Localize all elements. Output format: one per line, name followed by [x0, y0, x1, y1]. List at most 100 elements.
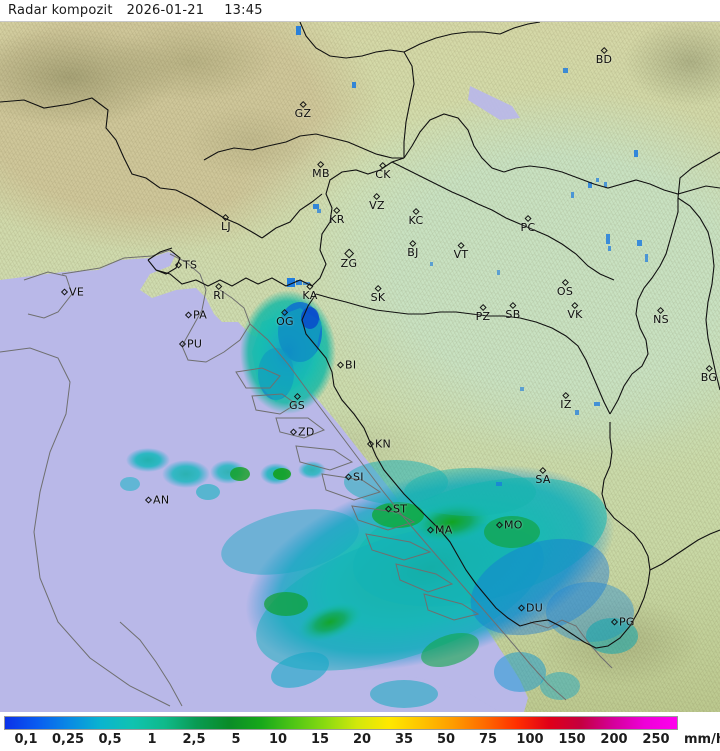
city-marker-bj[interactable]: BJ [407, 239, 418, 258]
city-label: PZ [475, 310, 491, 323]
legend-tick: 250 [642, 732, 670, 747]
city-marker-vz[interactable]: VZ [369, 192, 385, 211]
city-marker-og[interactable]: OG [276, 308, 294, 327]
city-marker-si[interactable]: SI [344, 472, 364, 483]
city-label: NS [653, 313, 669, 326]
city-marker-ve[interactable]: VE [60, 287, 84, 298]
city-marker-pa[interactable]: PA [184, 308, 208, 322]
diamond-icon [412, 207, 420, 216]
diamond-icon [281, 308, 289, 317]
legend-tick: 2,5 [182, 732, 206, 747]
city-marker-sa[interactable]: SA [535, 466, 551, 486]
city-label: KN [375, 437, 392, 451]
city-label: MO [504, 518, 523, 532]
city-marker-vk[interactable]: VK [567, 301, 583, 321]
legend-tick: 20 [352, 732, 372, 747]
city-marker-mb[interactable]: MB [312, 160, 330, 180]
legend-tick: 1 [147, 732, 157, 747]
city-marker-ka[interactable]: KA [302, 282, 318, 302]
city-marker-sb[interactable]: SB [505, 301, 520, 320]
city-marker-ma[interactable]: MA [426, 525, 453, 536]
diamond-icon [178, 340, 187, 348]
city-marker-ri[interactable]: RI [213, 282, 225, 301]
diamond-icon [571, 301, 579, 310]
city-marker-an[interactable]: AN [144, 493, 170, 507]
city-label: ST [393, 502, 408, 516]
legend-tick: 5 [231, 732, 241, 747]
city-marker-lj[interactable]: LJ [221, 213, 231, 233]
diamond-icon [517, 604, 526, 612]
city-label: OS [556, 285, 574, 298]
city-label: KA [302, 289, 318, 302]
precipitation-legend: 0,1 0,25 0,5 1 2,5 5 10 15 20 35 50 75 100 150 200 250 … [0, 712, 720, 751]
product-title: Radar kompozit [8, 3, 113, 18]
city-label: TS [183, 258, 198, 272]
legend-tick: 100 [516, 732, 544, 747]
legend-colorbar [4, 716, 678, 730]
city-label: BI [345, 358, 357, 372]
diamond-icon [293, 392, 301, 401]
city-marker-kr[interactable]: KR [329, 206, 344, 225]
legend-tick: 75 [478, 732, 498, 747]
city-label: ZD [298, 425, 315, 439]
diamond-icon [144, 496, 153, 504]
city-marker-bi[interactable]: BI [336, 358, 357, 372]
city-marker-gs[interactable]: GS [289, 392, 305, 411]
city-label: PA [193, 308, 208, 322]
diamond-icon [379, 161, 387, 170]
legend-tick: 10 [268, 732, 288, 747]
city-label: GZ [294, 107, 312, 120]
city-label: DU [526, 601, 544, 615]
city-marker-bg[interactable]: BG [700, 364, 718, 384]
city-marker-vt[interactable]: VT [453, 241, 469, 261]
city-marker-ts[interactable]: TS [174, 258, 198, 272]
radar-map-canvas[interactable]: BD GZ MB CK VZ LJ KR KC PC ZG BJ VT TS KA RI OS SK VE PA OG… [0, 22, 720, 712]
city-marker-pz[interactable]: PZ [475, 303, 491, 323]
city-label: VK [567, 308, 583, 321]
city-marker-zg[interactable]: ZG [340, 248, 358, 270]
legend-tick: 35 [394, 732, 414, 747]
city-marker-pu[interactable]: PU [178, 339, 202, 350]
echo-offshore-patches [120, 448, 580, 708]
city-marker-iz[interactable]: IZ [560, 391, 571, 410]
city-label: ZG [340, 257, 358, 270]
city-marker-ck[interactable]: CK [375, 161, 391, 180]
legend-tick: 150 [558, 732, 586, 747]
city-label: MB [312, 167, 330, 180]
legend-tick: 0,5 [98, 732, 122, 747]
title-bar: Radar kompozit 2026-01-21 13:45 [0, 0, 720, 22]
diamond-icon [289, 428, 298, 436]
legend-tick: 0,1 [14, 732, 38, 747]
echo-dalmatia-band [221, 460, 638, 671]
diamond-icon [373, 192, 381, 201]
city-marker-mo[interactable]: MO [495, 518, 523, 532]
boundaries-layer [0, 22, 720, 712]
city-marker-kc[interactable]: KC [408, 207, 424, 227]
city-label: VT [453, 248, 469, 261]
diamond-icon [366, 440, 375, 448]
city-marker-ns[interactable]: NS [653, 306, 669, 326]
diamond-icon [60, 288, 69, 296]
city-label: BG [700, 371, 718, 384]
city-marker-kn[interactable]: KN [366, 437, 392, 451]
city-marker-bd[interactable]: BD [596, 46, 613, 65]
city-marker-os[interactable]: OS [556, 278, 574, 298]
city-label: LJ [221, 220, 231, 233]
city-marker-st[interactable]: ST [384, 502, 408, 516]
city-marker-pg[interactable]: PG [610, 617, 635, 628]
city-label: SA [535, 473, 551, 486]
city-marker-gz[interactable]: GZ [294, 100, 312, 120]
diamond-icon [344, 473, 353, 481]
diamond-icon [344, 248, 354, 259]
city-label: AN [153, 493, 170, 507]
city-marker-pc[interactable]: PC [521, 214, 536, 233]
city-marker-sk[interactable]: SK [371, 284, 386, 303]
city-marker-du[interactable]: DU [517, 601, 544, 615]
diamond-icon [657, 306, 665, 315]
city-label: KC [408, 214, 424, 227]
city-marker-zd[interactable]: ZD [289, 425, 315, 439]
echo-isolated-cells [287, 26, 648, 486]
legend-tick: 0,25 [51, 732, 85, 747]
diamond-icon [600, 46, 608, 55]
